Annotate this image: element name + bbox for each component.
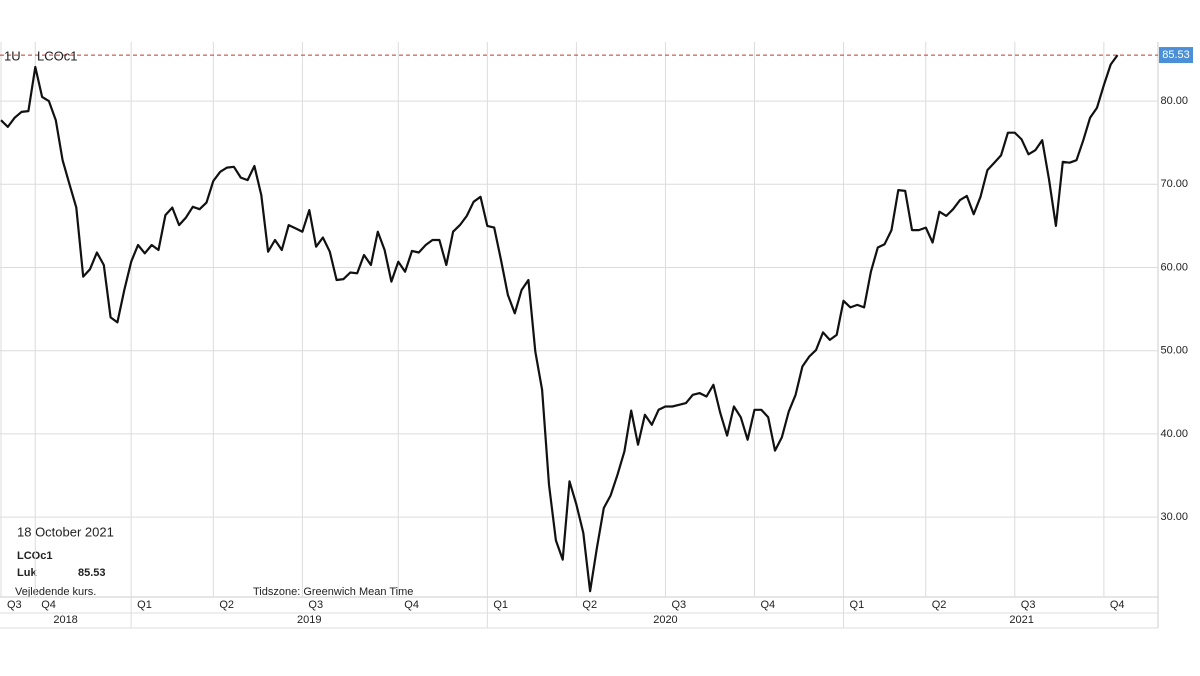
last-value-tag (1159, 47, 1193, 64)
x-tick-label: Q3 (1021, 599, 1036, 611)
x-tick-label: Q3 (671, 599, 686, 611)
year-label: 2019 (297, 614, 321, 626)
price-line (0, 54, 1119, 593)
year-label: 2018 (53, 614, 77, 626)
x-tick-label: Q4 (761, 599, 776, 611)
year-label: 2020 (653, 614, 677, 626)
x-tick-label: Q3 (308, 599, 323, 611)
x-tick-label: Q3 (7, 599, 22, 611)
info-close-value: 85.53 (78, 567, 106, 579)
info-note: Vejledende kurs. (15, 586, 96, 598)
x-tick-label: Q1 (493, 599, 508, 611)
y-tick-label: 40.00 (1160, 428, 1188, 440)
year-label: 2021 (1009, 614, 1033, 626)
x-tick-label: Q4 (1110, 599, 1125, 611)
interval-label: 1U (4, 48, 21, 63)
y-tick-label: 30.00 (1160, 511, 1188, 523)
x-tick-label: Q1 (137, 599, 152, 611)
y-tick-label: 80.00 (1160, 95, 1188, 107)
x-tick-label: Q2 (219, 599, 234, 611)
x-tick-label: Q4 (41, 599, 56, 611)
x-tick-label: Q2 (932, 599, 947, 611)
info-close-label: Luk (17, 567, 37, 579)
y-tick-label: 60.00 (1160, 261, 1188, 273)
x-tick-label: Q4 (404, 599, 419, 611)
y-tick-label: 50.00 (1160, 345, 1188, 357)
x-tick-label: Q2 (582, 599, 597, 611)
info-timezone: Tidszone: Greenwich Mean Time (253, 586, 413, 598)
info-symbol: LCOc1 (17, 550, 52, 562)
last-value-tag-label: 85.53 (1162, 49, 1190, 61)
y-tick-label: 70.00 (1160, 178, 1188, 190)
x-tick-label: Q1 (850, 599, 865, 611)
symbol-label: LCOc1 (37, 48, 77, 63)
info-date: 18 October 2021 (17, 524, 114, 539)
